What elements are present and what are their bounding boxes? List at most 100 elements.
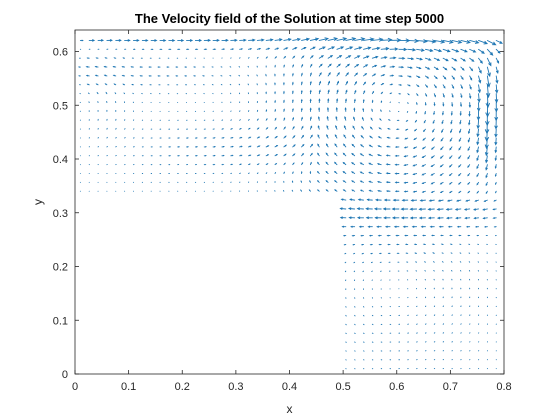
velocity-arrow [87, 92, 90, 95]
velocity-arrow [345, 89, 348, 95]
velocity-arrow [464, 216, 471, 220]
velocity-arrow [283, 162, 286, 166]
velocity-arrow [353, 98, 356, 104]
velocity-arrow [335, 124, 338, 130]
velocity-arrow [431, 234, 435, 237]
velocity-arrow [424, 75, 430, 79]
velocity-arrow [239, 48, 244, 50]
velocity-arrow [370, 117, 373, 121]
velocity-arrow [292, 116, 295, 121]
velocity-arrow [385, 172, 391, 175]
velocity-arrow [460, 66, 465, 71]
velocity-arrow [439, 190, 444, 194]
velocity-arrow [394, 181, 400, 184]
velocity-arrow [442, 93, 445, 98]
velocity-arrow [265, 172, 268, 174]
velocity-arrow [104, 83, 108, 86]
velocity-arrow [300, 98, 303, 104]
velocity-arrow [392, 198, 400, 202]
velocity-arrow [340, 198, 347, 201]
velocity-arrow [495, 75, 499, 84]
velocity-arrow [316, 170, 320, 174]
velocity-arrow [433, 84, 437, 89]
velocity-arrow [485, 190, 488, 195]
velocity-arrow [407, 48, 417, 52]
velocity-arrow [379, 118, 382, 121]
velocity-arrow [368, 162, 373, 166]
velocity-arrow [416, 57, 424, 61]
velocity-arrow [376, 180, 382, 183]
velocity-arrow [363, 90, 366, 95]
velocity-arrow [450, 119, 453, 125]
velocity-arrow [430, 181, 435, 185]
velocity-arrow [362, 98, 365, 104]
velocity-arrow [359, 171, 364, 174]
velocity-arrow [186, 39, 194, 42]
velocity-arrow [485, 102, 490, 118]
velocity-arrow [308, 189, 311, 192]
velocity-arrow [424, 84, 429, 88]
velocity-arrow [403, 155, 409, 158]
velocity-arrow [377, 145, 382, 148]
velocity-arrow [474, 199, 479, 202]
velocity-arrow [485, 84, 491, 99]
velocity-arrow [420, 225, 426, 228]
velocity-arrow [433, 270, 435, 272]
velocity-arrow [451, 75, 456, 80]
velocity-arrow [424, 102, 427, 106]
velocity-arrow [361, 125, 364, 130]
velocity-arrow [459, 110, 462, 117]
velocity-arrow [442, 48, 451, 53]
velocity-arrow [476, 181, 479, 186]
velocity-arrow [362, 270, 364, 273]
velocity-arrow [421, 164, 426, 167]
velocity-arrow [368, 234, 373, 237]
velocity-arrow [412, 146, 418, 149]
velocity-arrow [350, 225, 356, 228]
velocity-arrow [478, 40, 489, 45]
velocity-arrow [493, 226, 497, 228]
velocity-arrow [459, 128, 462, 134]
x-tick-label: 0.6 [389, 381, 404, 393]
velocity-arrow [292, 55, 296, 59]
velocity-arrow [439, 173, 444, 176]
velocity-arrow [327, 89, 330, 95]
velocity-arrow [356, 207, 364, 211]
velocity-arrow [469, 93, 472, 100]
velocity-arrow [380, 47, 390, 51]
velocity-arrow [221, 48, 226, 50]
velocity-arrow [292, 37, 301, 42]
velocity-arrow [412, 190, 418, 193]
velocity-arrow [407, 84, 411, 87]
velocity-arrow [115, 39, 122, 42]
velocity-arrow [468, 102, 471, 109]
velocity-arrow [458, 137, 462, 143]
velocity-arrow [325, 170, 329, 174]
velocity-arrow [336, 98, 339, 104]
velocity-arrow [309, 80, 312, 86]
velocity-arrow [363, 81, 367, 86]
velocity-arrow [194, 48, 199, 51]
velocity-arrow [309, 98, 312, 104]
velocity-arrow [283, 81, 285, 86]
velocity-arrow [371, 82, 376, 86]
velocity-arrow [274, 126, 278, 130]
velocity-arrow [416, 48, 425, 52]
y-tick-label: 0.1 [53, 315, 68, 327]
velocity-arrow [433, 66, 439, 71]
velocity-arrow [469, 75, 473, 81]
velocity-arrow [439, 164, 444, 168]
velocity-arrow [495, 48, 501, 54]
velocity-arrow [212, 154, 216, 157]
velocity-arrow [283, 64, 285, 68]
velocity-arrow [85, 74, 90, 77]
velocity-arrow [400, 216, 409, 220]
velocity-arrow [112, 65, 117, 68]
velocity-arrow [433, 75, 438, 80]
velocity-arrow [410, 199, 418, 202]
velocity-arrow [333, 170, 338, 174]
velocity-arrow [398, 57, 406, 60]
velocity-arrow [309, 107, 312, 112]
x-tick-label: 0.5 [335, 381, 350, 393]
